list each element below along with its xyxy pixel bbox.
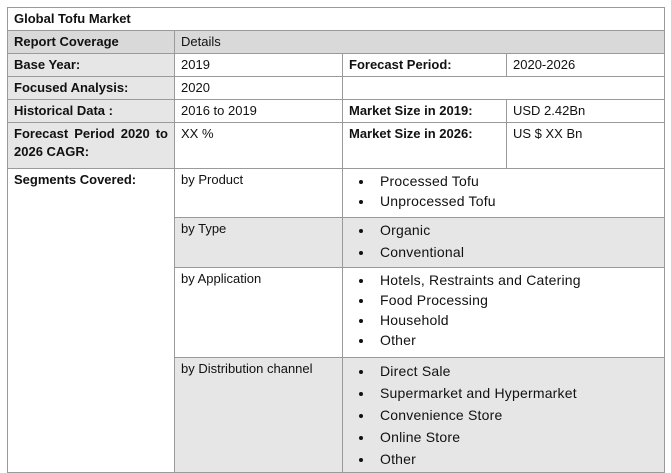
value-cell: 2020-2026 (505, 53, 666, 77)
label-cell: Market Size in 2026: (342, 122, 507, 169)
segments-label: Segments Covered: (7, 168, 175, 473)
bullet-list: Processed Tofu Unprocessed Tofu (349, 171, 658, 211)
bullet-item: Direct Sale (374, 360, 658, 382)
value-cell: 2019 (174, 53, 343, 77)
value-cell: 2016 to 2019 (174, 99, 343, 123)
table-title: Global Tofu Market (6, 7, 666, 31)
label-cell: Focused Analysis: (7, 76, 175, 100)
bullet-item: Conventional (374, 242, 658, 262)
bullet-list: Organic Conventional (349, 220, 658, 262)
bullet-item: Online Store (374, 426, 658, 448)
bullet-item: Supermarket and Hypermarket (374, 382, 658, 404)
value-cell: US $ XX Bn (505, 122, 666, 169)
segment-items: Organic Conventional (341, 217, 666, 268)
bullet-item: Food Processing (374, 290, 658, 310)
segment-name: by Type (174, 217, 343, 268)
bullet-item: Convenience Store (374, 404, 658, 426)
label-cell: Market Size in 2019: (342, 99, 507, 123)
segment-name: by Distribution channel (174, 357, 343, 473)
bullet-item: Other (374, 330, 658, 350)
bullet-list: Hotels, Restraints and Catering Food Pro… (349, 270, 658, 350)
header-cell: Details (173, 30, 666, 54)
label-cell: Base Year: (7, 53, 175, 77)
label-cell: Historical Data : (7, 99, 175, 123)
empty-cell (341, 76, 666, 100)
bullet-item: Organic (374, 220, 658, 240)
value-cell: USD 2.42Bn (505, 99, 666, 123)
bullet-item: Household (374, 310, 658, 330)
bullet-list: Direct Sale Supermarket and Hypermarket … (349, 360, 658, 470)
label-cell: Forecast Period: (342, 53, 507, 77)
segment-name: by Application (174, 267, 343, 358)
segment-name: by Product (174, 168, 343, 218)
segment-items: Hotels, Restraints and Catering Food Pro… (341, 267, 666, 358)
value-cell: 2020 (174, 76, 343, 100)
segment-items: Direct Sale Supermarket and Hypermarket … (341, 357, 666, 473)
bullet-item: Processed Tofu (374, 171, 658, 191)
bullet-item: Unprocessed Tofu (374, 191, 658, 211)
label-cell: Forecast Period 2020 to 2026 CAGR: (7, 122, 175, 169)
header-cell: Report Coverage (7, 30, 175, 54)
value-cell: XX % (174, 122, 343, 169)
bullet-item: Other (374, 448, 658, 470)
bullet-item: Hotels, Restraints and Catering (374, 270, 658, 290)
market-table: Global Tofu Market Report Coverage Detai… (6, 7, 666, 473)
segment-items: Processed Tofu Unprocessed Tofu (341, 168, 666, 218)
